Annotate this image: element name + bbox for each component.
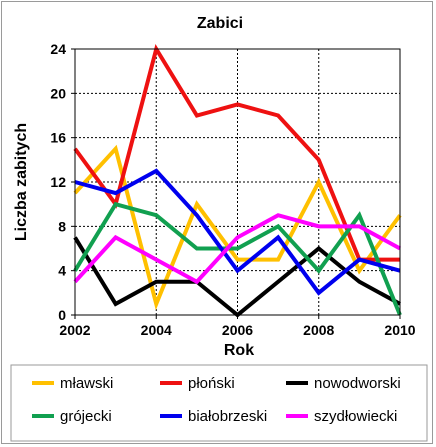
y-axis-label: Liczba zabitych: [13, 123, 30, 241]
legend-item: nowodworski: [286, 375, 401, 392]
series-3: [73, 201, 402, 316]
legend-label: grójecki: [60, 408, 112, 425]
x-tick-label: 2004: [141, 322, 172, 338]
legend-label: mławski: [60, 375, 113, 392]
y-tick-label: 16: [50, 130, 66, 146]
legend-item: mławski: [32, 375, 113, 392]
y-tick-label: 12: [50, 174, 66, 190]
plot-area-border: [74, 48, 401, 316]
legend: mławski płoński nowodworski grójecki białobr…: [32, 375, 401, 425]
x-tick-label: 2010: [384, 322, 415, 338]
y-tick-label: 8: [58, 218, 66, 234]
tick-labels: 0 4 8 12 16 20 24 2002 2004 2006 2008 2010: [50, 41, 415, 338]
x-axis-label: Rok: [224, 342, 254, 359]
legend-label: płoński: [188, 375, 235, 392]
axes: [71, 48, 401, 319]
legend-label: nowodworski: [314, 375, 401, 392]
x-tick-label: 2002: [59, 322, 90, 338]
x-tick-label: 2006: [222, 322, 253, 338]
legend-item: płoński: [160, 375, 235, 392]
legend-label: białobrzeski: [188, 408, 267, 425]
chart-title: Zabici: [197, 15, 243, 32]
x-tick-label: 2008: [303, 322, 334, 338]
y-tick-label: 0: [58, 307, 66, 323]
series-lines: [73, 43, 402, 318]
y-tick-label: 20: [50, 85, 66, 101]
legend-box: [10, 364, 428, 442]
legend-item: białobrzeski: [160, 408, 267, 425]
legend-item: grójecki: [32, 408, 112, 425]
legend-label: szydłowiecki: [314, 408, 397, 425]
y-tick-label: 4: [58, 263, 66, 279]
y-tick-label: 24: [50, 41, 66, 57]
legend-item: szydłowiecki: [286, 408, 397, 425]
